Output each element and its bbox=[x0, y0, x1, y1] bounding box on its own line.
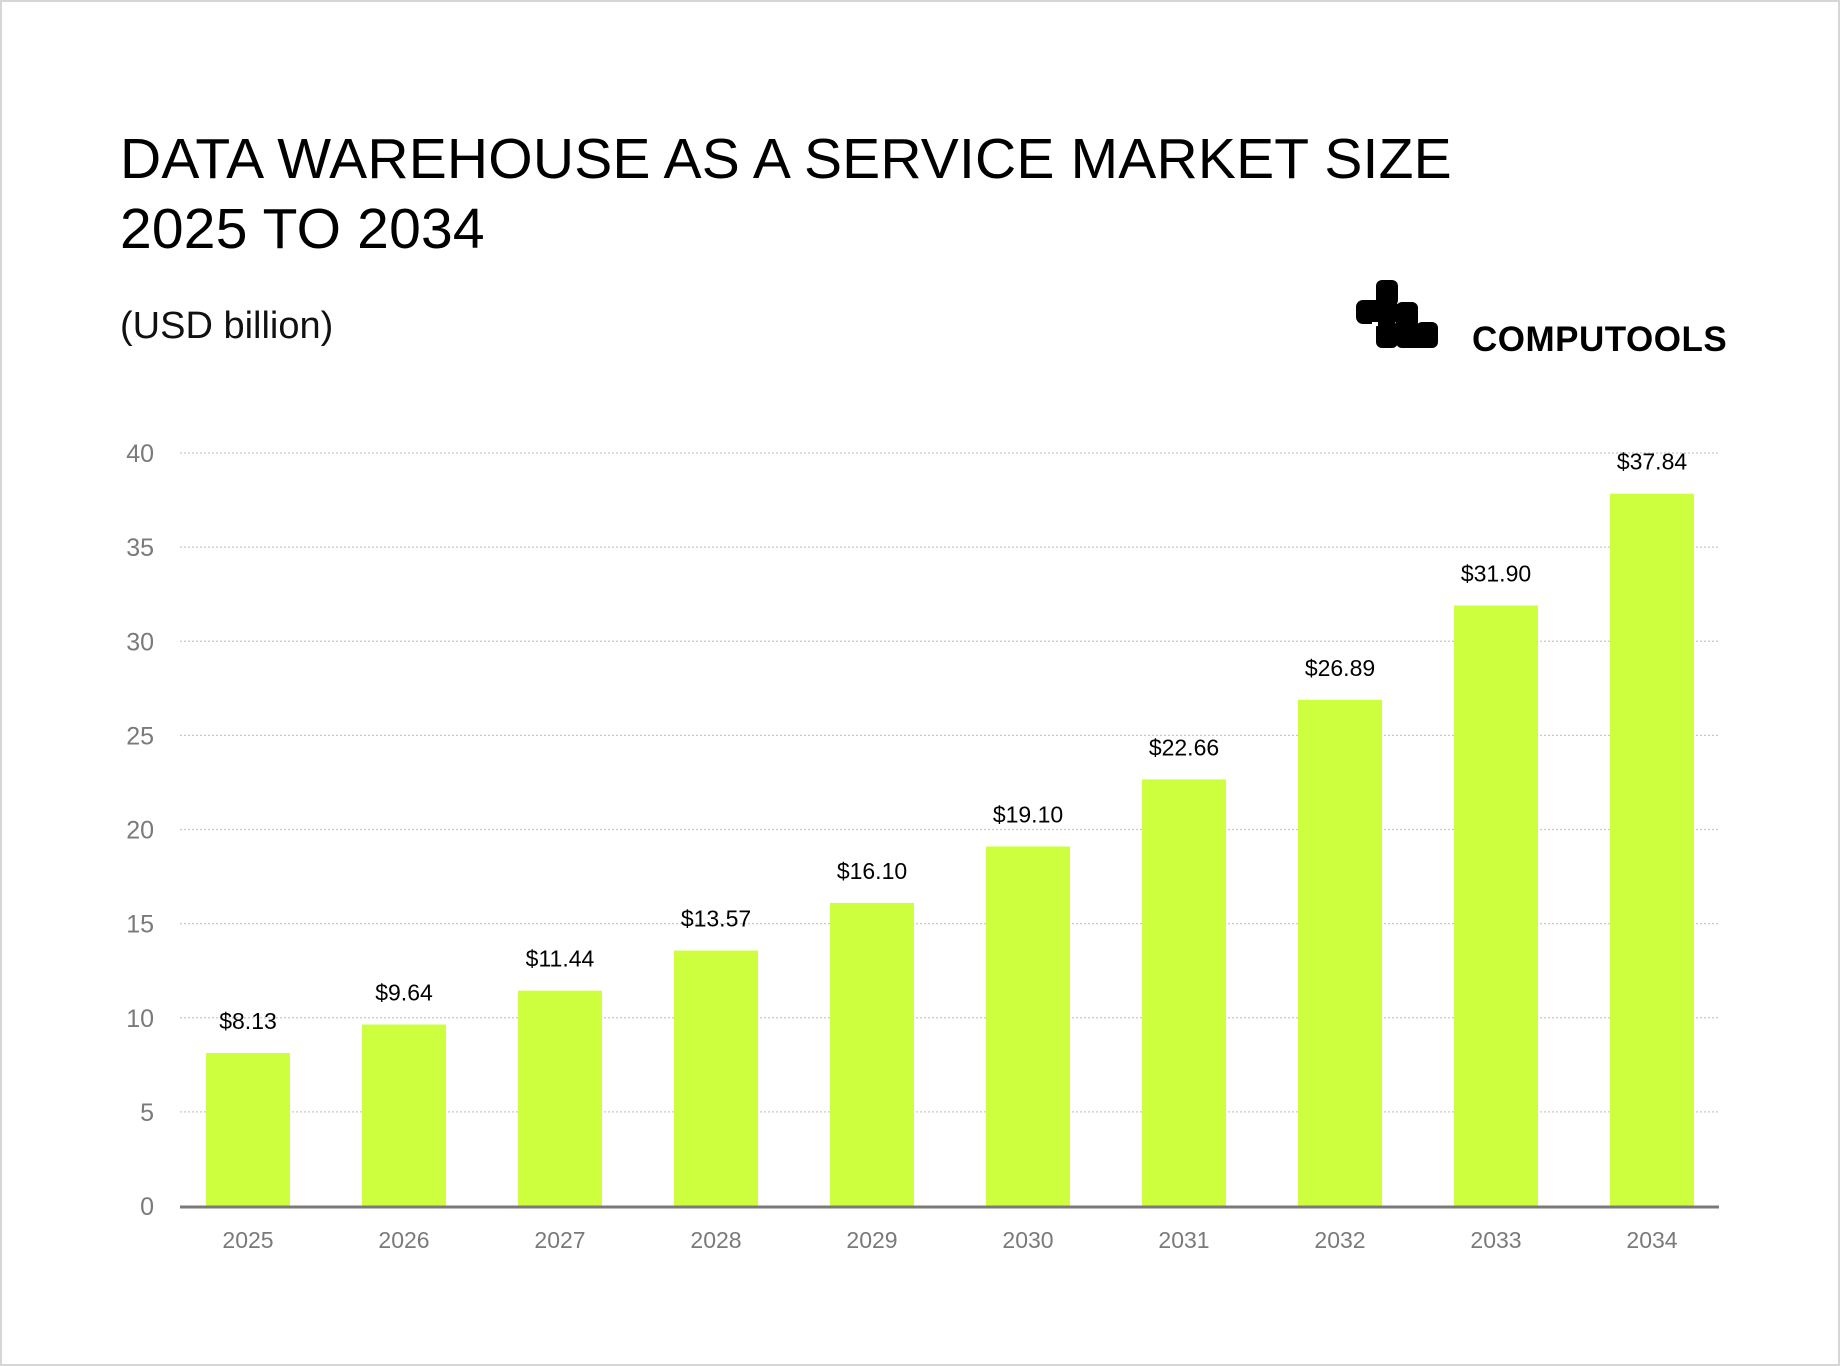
bar bbox=[830, 902, 914, 1206]
title-line-2: 2025 TO 2034 bbox=[120, 197, 485, 261]
data-label: $19.10 bbox=[993, 801, 1063, 827]
y-tick-label: 5 bbox=[140, 1099, 154, 1127]
y-tick-label: 30 bbox=[126, 628, 154, 656]
computools-logo-icon bbox=[1356, 280, 1438, 348]
x-tick-label: 2030 bbox=[1002, 1227, 1053, 1253]
bar bbox=[518, 990, 602, 1206]
x-tick-label: 2027 bbox=[534, 1227, 585, 1253]
x-tick-label: 2029 bbox=[846, 1227, 897, 1253]
title-line-1: DATA WAREHOUSE AS A SERVICE MARKET SIZE bbox=[120, 127, 1452, 191]
y-tick-label: 35 bbox=[126, 534, 154, 562]
bar bbox=[1610, 493, 1694, 1206]
data-label: $16.10 bbox=[837, 858, 907, 884]
data-label: $8.13 bbox=[219, 1008, 277, 1034]
data-label: $9.64 bbox=[375, 980, 433, 1006]
y-tick-label: 0 bbox=[140, 1193, 154, 1221]
x-tick-label: 2028 bbox=[690, 1227, 741, 1253]
y-tick-label: 15 bbox=[126, 911, 154, 939]
bar bbox=[674, 950, 758, 1206]
x-tick-label: 2032 bbox=[1314, 1227, 1365, 1253]
bar bbox=[1298, 699, 1382, 1206]
brand-name: COMPUTOOLS bbox=[1472, 320, 1728, 359]
x-tick-label: 2026 bbox=[378, 1227, 429, 1253]
bar bbox=[1454, 605, 1538, 1206]
data-label: $22.66 bbox=[1149, 734, 1219, 760]
data-label: $13.57 bbox=[681, 906, 751, 932]
y-tick-label: 40 bbox=[126, 440, 154, 468]
bar bbox=[206, 1052, 290, 1206]
chart-title: DATA WAREHOUSE AS A SERVICE MARKET SIZE … bbox=[120, 124, 1452, 264]
bar bbox=[1142, 779, 1226, 1206]
x-tick-label: 2025 bbox=[222, 1227, 273, 1253]
bar bbox=[986, 846, 1070, 1206]
chart-subtitle: (USD billion) bbox=[120, 305, 334, 347]
data-label: $31.90 bbox=[1461, 560, 1531, 586]
x-tick-label: 2031 bbox=[1158, 1227, 1209, 1253]
data-label: $26.89 bbox=[1305, 655, 1375, 681]
data-label: $37.84 bbox=[1617, 449, 1688, 475]
data-label: $11.44 bbox=[526, 946, 595, 972]
y-tick-label: 20 bbox=[126, 817, 154, 845]
bar bbox=[362, 1024, 446, 1206]
y-tick-label: 10 bbox=[126, 1005, 154, 1033]
x-tick-label: 2034 bbox=[1626, 1227, 1677, 1253]
y-tick-label: 25 bbox=[126, 722, 154, 750]
x-tick-label: 2033 bbox=[1470, 1227, 1521, 1253]
